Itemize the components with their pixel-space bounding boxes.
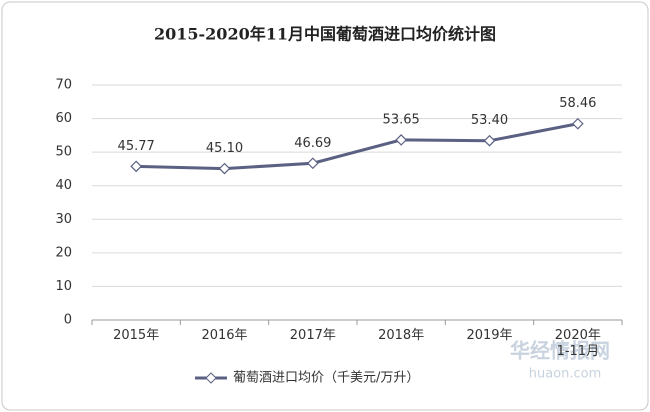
x-tick-label: 2015年 <box>113 328 160 343</box>
y-tick-label: 70 <box>55 78 72 93</box>
watermark: 华经情报网 <box>510 339 610 363</box>
line <box>136 122 579 171</box>
data-label: 45.10 <box>206 141 243 156</box>
y-tick-label: 30 <box>55 212 72 227</box>
data-label: 53.40 <box>471 113 508 128</box>
y-tick-label: 50 <box>55 145 72 160</box>
marker <box>306 157 319 170</box>
marker <box>218 162 231 175</box>
legend-marker <box>205 372 217 384</box>
watermark-url: huaon.com <box>529 367 602 382</box>
chart-title: 2015-2020年11月中国葡萄酒进口均价统计图 <box>154 25 496 44</box>
marker <box>571 117 584 130</box>
x-tick-label: 2017年 <box>289 328 336 343</box>
data-label: 58.46 <box>559 96 596 111</box>
data-label: 45.77 <box>118 139 155 154</box>
y-tick-label: 40 <box>55 178 72 193</box>
legend-label: 葡萄酒进口均价（千美元/万升） <box>233 371 419 386</box>
y-tick-label: 0 <box>64 313 72 328</box>
y-tick-label: 10 <box>55 279 72 294</box>
y-tick-label: 60 <box>55 111 72 126</box>
marker <box>395 134 408 146</box>
marker <box>130 160 143 173</box>
data-label: 53.65 <box>383 112 420 127</box>
data-label: 46.69 <box>294 136 331 151</box>
x-tick-label: 2016年 <box>201 328 248 343</box>
x-tick-label: 2018年 <box>378 328 425 343</box>
x-tick-label: 2019年 <box>466 328 513 343</box>
marker <box>483 134 496 147</box>
x-tick-label: 2020年 1-11月 <box>554 328 601 359</box>
y-tick-label: 20 <box>55 245 72 260</box>
